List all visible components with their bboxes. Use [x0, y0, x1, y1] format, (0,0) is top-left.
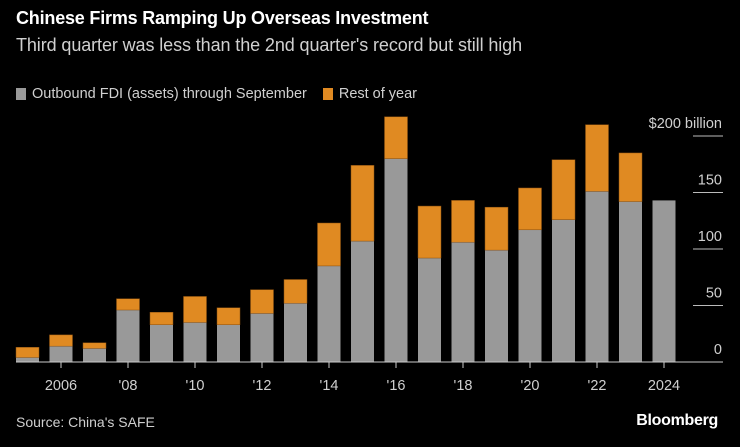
bar-through-september-2018: [451, 242, 475, 362]
x-tick-label: '10: [186, 378, 205, 394]
bar-through-september-2012: [250, 313, 274, 362]
x-tick-label: 2006: [45, 378, 77, 394]
bar-through-september-2016: [384, 158, 408, 362]
bar-rest-of-year-2021: [551, 159, 576, 220]
source-note: Source: China's SAFE: [16, 414, 155, 430]
bar-through-september-2007: [83, 348, 106, 362]
bar-rest-of-year-2013: [283, 279, 308, 304]
bar-through-september-2015: [351, 241, 374, 362]
legend-item-rest-of-year: Rest of year: [322, 86, 418, 102]
bar-through-september-2011: [217, 324, 240, 362]
bar-through-september-2006: [49, 346, 73, 362]
bar-through-september-2010: [183, 322, 207, 362]
x-tick-label: '08: [119, 378, 138, 394]
bar-through-september-2017: [418, 258, 441, 362]
chart-subtitle: Third quarter was less than the 2nd quar…: [16, 35, 523, 55]
bar-rest-of-year-2020: [518, 187, 542, 231]
bar-rest-of-year-2007: [82, 342, 107, 349]
bar-rest-of-year-2009: [149, 312, 174, 325]
y-tick-label: 0: [714, 342, 722, 358]
bar-rest-of-year-2018: [451, 200, 475, 243]
legend-swatch-gray: [16, 88, 26, 100]
bar-through-september-2021: [552, 219, 575, 362]
x-tick-label: '16: [387, 378, 406, 394]
bar-through-september-2020: [518, 229, 542, 362]
bar-through-september-2008: [116, 310, 140, 362]
bar-rest-of-year-2023: [618, 152, 643, 202]
bar-through-september-2023: [619, 201, 642, 362]
x-tick-label: '12: [253, 378, 272, 394]
x-tick-label: '22: [588, 378, 607, 394]
x-tick-label: '14: [320, 378, 339, 394]
legend-label: Outbound FDI (assets) through September: [32, 86, 307, 102]
bar-rest-of-year-2022: [585, 124, 609, 192]
y-tick-label: 100: [698, 229, 722, 245]
bar-rest-of-year-2015: [350, 165, 375, 242]
bar-through-september-2005: [16, 357, 39, 362]
bar-rest-of-year-2019: [484, 206, 509, 251]
legend-label: Rest of year: [338, 86, 418, 102]
bar-rest-of-year-2008: [116, 298, 140, 311]
y-tick-label: $200 billion: [649, 116, 722, 132]
x-tick-label: '20: [521, 378, 540, 394]
bar-through-september-2019: [485, 250, 508, 362]
y-tick-label: 50: [706, 286, 722, 302]
legend: Outbound FDI (assets) through September …: [16, 86, 427, 102]
bar-rest-of-year-2005: [15, 347, 40, 358]
bar-through-september-2014: [317, 265, 341, 362]
bar-through-september-2022: [585, 191, 609, 362]
bar-rest-of-year-2017: [417, 205, 442, 259]
bar-through-september-2013: [284, 303, 307, 362]
bar-rest-of-year-2016: [384, 116, 408, 159]
bloomberg-logo: Bloomberg: [636, 412, 718, 429]
bar-rest-of-year-2011: [216, 307, 241, 325]
bar-rest-of-year-2014: [317, 222, 341, 267]
legend-swatch-orange: [322, 88, 333, 100]
chart-title: Chinese Firms Ramping Up Overseas Invest…: [16, 8, 429, 28]
x-tick-label: '18: [454, 378, 473, 394]
bar-through-september-2024: [652, 200, 676, 362]
bar-rest-of-year-2006: [49, 334, 73, 347]
y-tick-label: 150: [698, 173, 722, 189]
legend-item-through-september: Outbound FDI (assets) through September: [16, 86, 307, 102]
bar-through-september-2009: [150, 324, 173, 362]
x-tick-label: 2024: [648, 378, 680, 394]
bar-rest-of-year-2012: [250, 289, 274, 314]
bar-rest-of-year-2010: [183, 296, 207, 323]
